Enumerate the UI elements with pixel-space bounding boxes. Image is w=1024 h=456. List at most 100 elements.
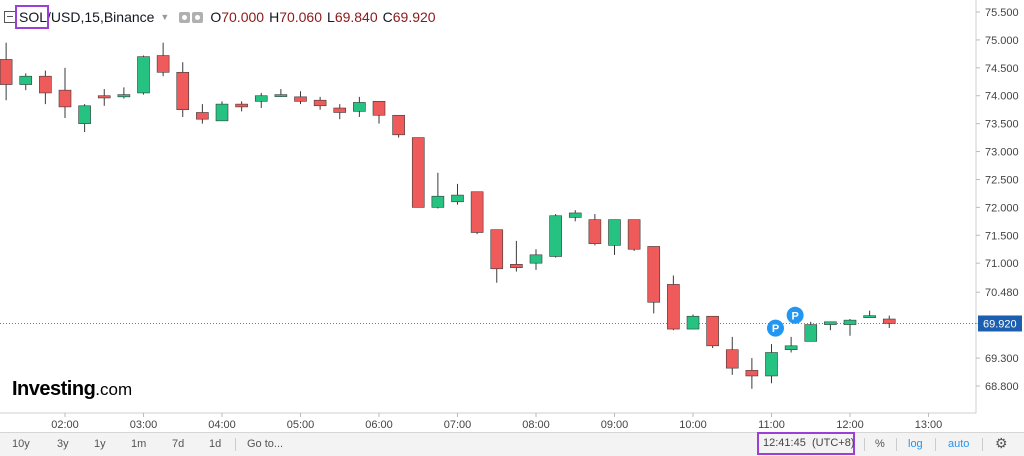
- investing-logo: Investing.com: [12, 378, 133, 400]
- candle-body[interactable]: [608, 219, 621, 246]
- candle-body[interactable]: [39, 75, 52, 94]
- toolbar-divider: [935, 438, 936, 451]
- candle-body[interactable]: [843, 319, 857, 325]
- candle-body[interactable]: [411, 137, 425, 208]
- range-1y-button[interactable]: 1y: [94, 438, 106, 450]
- candle-body[interactable]: [804, 324, 818, 342]
- candle-body[interactable]: [176, 71, 190, 110]
- candle-body[interactable]: [156, 55, 170, 73]
- clock-highlight-box: [757, 432, 855, 455]
- candle-body[interactable]: [313, 99, 327, 107]
- clock: 12:41:45: [763, 437, 806, 449]
- candle-body[interactable]: [431, 195, 445, 208]
- toolbar-divider: [982, 438, 983, 451]
- candle-body[interactable]: [667, 284, 680, 330]
- candle-body[interactable]: [765, 352, 778, 377]
- candle-body[interactable]: [274, 94, 288, 97]
- toolbar-divider: [864, 438, 865, 451]
- candle-body[interactable]: [117, 94, 131, 98]
- candle-body[interactable]: [78, 105, 91, 124]
- y-tick-label: 73.000: [985, 147, 1019, 159]
- timezone-selector[interactable]: (UTC+8): [812, 437, 855, 449]
- candle-body[interactable]: [353, 102, 366, 112]
- candle-body[interactable]: [588, 219, 602, 244]
- x-tick-label: 11:00: [758, 419, 785, 431]
- range-1d-button[interactable]: 1d: [209, 438, 222, 450]
- candle-body[interactable]: [549, 215, 562, 257]
- percent-toggle[interactable]: %: [875, 438, 885, 450]
- range-10y-button[interactable]: 10y: [12, 438, 30, 450]
- x-tick-label: 08:00: [522, 419, 550, 431]
- settings-icon[interactable]: [179, 11, 191, 23]
- range-1m-button[interactable]: 1m: [131, 438, 147, 450]
- y-tick-label: 72.000: [985, 202, 1019, 214]
- candle-body[interactable]: [196, 112, 209, 120]
- candle-body[interactable]: [745, 370, 759, 377]
- candle-body[interactable]: [824, 321, 837, 325]
- p-marker[interactable]: [786, 306, 804, 324]
- x-tick-label: 05:00: [287, 419, 315, 431]
- range-3y-button[interactable]: 3y: [57, 438, 69, 450]
- y-tick-label: 75.000: [985, 35, 1019, 47]
- x-tick-label: 10:00: [679, 419, 707, 431]
- open-value: 70.000: [221, 9, 265, 25]
- candle-body[interactable]: [19, 75, 33, 85]
- y-tick-label: 68.800: [985, 381, 1019, 393]
- candle-body[interactable]: [215, 103, 229, 122]
- candle-body[interactable]: [294, 96, 307, 102]
- candle-body[interactable]: [725, 349, 739, 369]
- y-tick-label: 69.300: [985, 353, 1019, 365]
- candle-body[interactable]: [97, 95, 111, 99]
- last-price-label: 69.920: [983, 318, 1017, 330]
- y-tick-label: 75.500: [985, 7, 1019, 19]
- candle-body[interactable]: [568, 212, 582, 218]
- candle-body[interactable]: [470, 191, 484, 233]
- candle-body[interactable]: [627, 219, 641, 250]
- candle-body[interactable]: [647, 246, 661, 303]
- candle-body[interactable]: [451, 194, 464, 203]
- auto-toggle[interactable]: auto: [948, 438, 970, 450]
- candle-body[interactable]: [0, 59, 13, 85]
- p-marker[interactable]: [767, 319, 784, 337]
- candle-body[interactable]: [392, 114, 405, 136]
- candle-body[interactable]: [863, 315, 876, 318]
- candle-body[interactable]: [235, 103, 248, 108]
- symbol-name[interactable]: SOL/USD: [15, 5, 80, 29]
- x-tick-label: 07:00: [444, 419, 472, 431]
- hide-icon[interactable]: [192, 11, 204, 23]
- candle-body[interactable]: [882, 318, 896, 324]
- y-tick-label: 73.500: [985, 119, 1019, 131]
- candle-body[interactable]: [58, 89, 72, 108]
- y-tick-label: 71.000: [985, 258, 1019, 270]
- range-7d-button[interactable]: 7d: [172, 438, 185, 450]
- candle-body[interactable]: [490, 229, 504, 270]
- chart-legend: SOL/USD, 15, Binance ▼ O 70.000 H 70.060 L…: [4, 5, 436, 29]
- candle-body[interactable]: [137, 56, 150, 94]
- x-tick-label: 09:00: [601, 419, 629, 431]
- exchange: Binance: [103, 9, 155, 25]
- low-value: 69.840: [334, 9, 378, 25]
- candle-body[interactable]: [706, 315, 719, 347]
- x-tick-label: 02:00: [51, 419, 79, 431]
- symbol-highlight-box: [15, 5, 49, 29]
- x-tick-label: 06:00: [365, 419, 393, 431]
- candle-body[interactable]: [529, 254, 543, 264]
- x-tick-label: 13:00: [915, 419, 943, 431]
- gear-icon[interactable]: ⚙: [995, 435, 1008, 451]
- candle-body[interactable]: [784, 345, 798, 351]
- p-marker-label: P: [772, 323, 779, 335]
- chevron-down-icon[interactable]: ▼: [160, 12, 170, 22]
- candle-body[interactable]: [686, 315, 700, 330]
- candle-body[interactable]: [254, 95, 268, 102]
- candle-body[interactable]: [372, 101, 386, 116]
- y-tick-label: 70.480: [985, 287, 1019, 299]
- close-value: 69.920: [392, 9, 436, 25]
- bottom-toolbar: 10y 3y 1y 1m 7d 1d Go to... % log auto ⚙: [0, 432, 1024, 456]
- last-price-badge: [978, 315, 1022, 332]
- candle-body[interactable]: [333, 107, 347, 113]
- log-toggle[interactable]: log: [908, 438, 923, 450]
- x-tick-label: 03:00: [130, 419, 158, 431]
- candle-body[interactable]: [510, 264, 523, 268]
- goto-button[interactable]: Go to...: [247, 438, 284, 450]
